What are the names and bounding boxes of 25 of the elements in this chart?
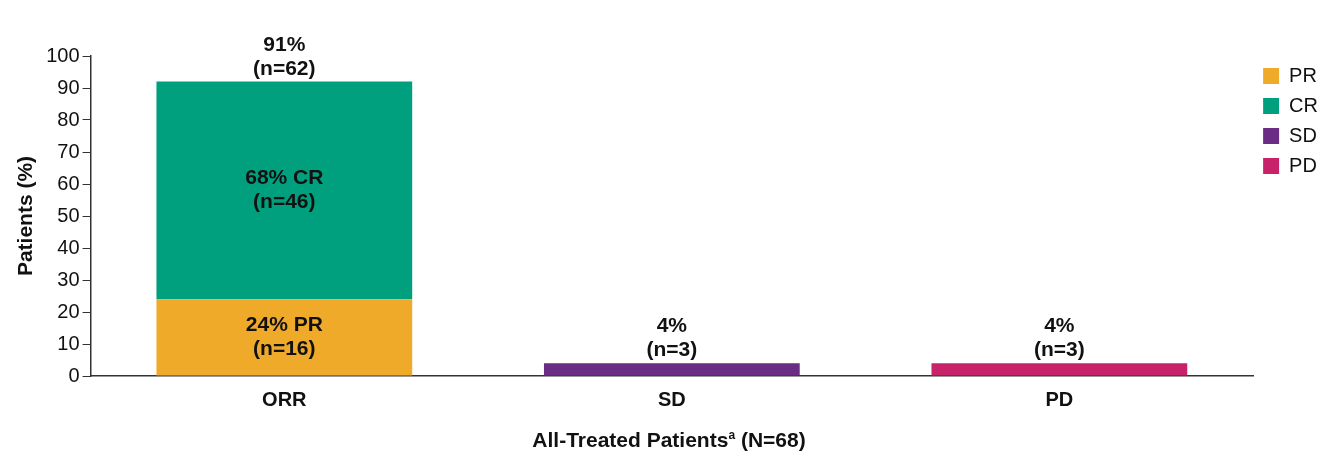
- x-tick-label: PD: [1045, 387, 1074, 410]
- data-label: 4% (n=3): [1033, 313, 1085, 361]
- y-tick-label: 20: [57, 299, 80, 322]
- y-tick-label: 60: [57, 171, 80, 194]
- y-tick-label: 10: [57, 331, 80, 354]
- y-tick-label: 50: [57, 203, 80, 226]
- y-axis-title: Patients (%): [13, 155, 37, 277]
- y-tick-label: 70: [57, 139, 80, 162]
- data-label: 24% PR (n=16): [245, 312, 323, 360]
- x-tick-label: ORR: [262, 387, 308, 410]
- legend-label: PR: [1289, 63, 1317, 86]
- legend-label: PD: [1289, 153, 1317, 176]
- total-label: 91% (n=62): [253, 31, 316, 79]
- legend-label: SD: [1289, 123, 1317, 146]
- x-axis-title: All-Treated Patients$^{a}$ (N=68): [531, 428, 807, 452]
- data-label: 4% (n=3): [646, 313, 698, 361]
- y-tick-label: 30: [57, 267, 80, 290]
- y-tick-label: 0: [68, 363, 80, 386]
- legend-label: CR: [1289, 93, 1318, 116]
- y-tick-label: 80: [57, 107, 80, 130]
- y-tick-label: 90: [57, 75, 80, 98]
- x-tick-label: SD: [657, 387, 686, 410]
- data-label: 68% CR (n=46): [245, 165, 324, 213]
- y-tick-label: 40: [57, 235, 80, 258]
- y-tick-label: 100: [46, 43, 80, 66]
